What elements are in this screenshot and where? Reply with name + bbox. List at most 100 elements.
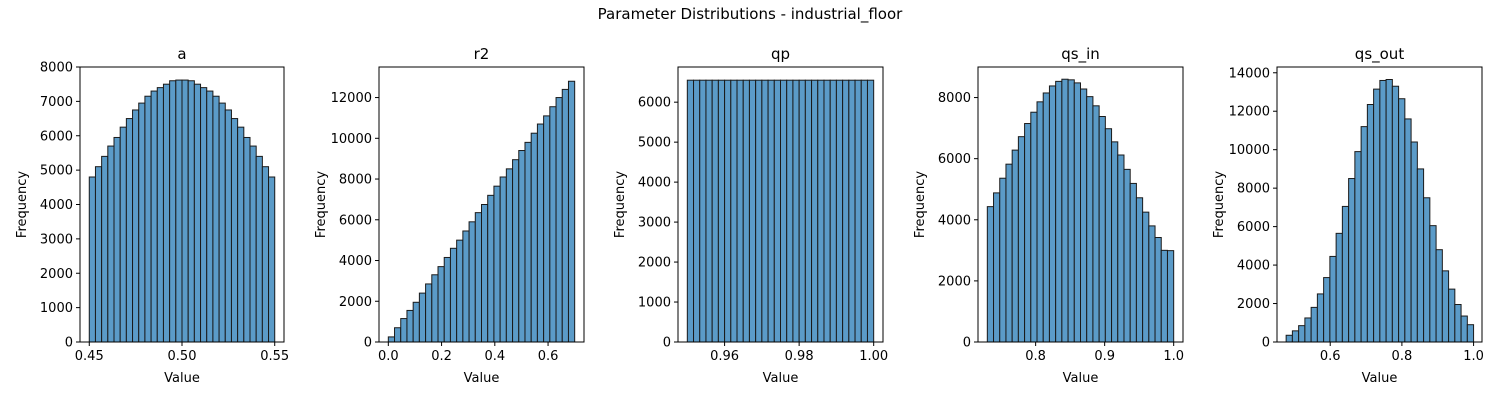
histogram-bar [1048,85,1057,343]
histogram-bar [162,83,171,343]
histogram-bar [811,79,819,343]
subplot-qp: 0.96 0.98 1.00 0 1000 2000 3000 4000 5000 6000 qp V… [613,45,888,386]
histogram-bar [237,126,245,343]
histogram-bar [505,168,514,343]
histogram-bar [437,266,445,343]
histogram-bar [1373,88,1381,343]
histogram-bar [1460,315,1468,343]
histogram-bar [1111,141,1119,343]
histogram-bar [449,247,458,343]
histogram-bar [804,79,813,343]
y-tick-label: 5000 [638,136,671,151]
histogram-bar [1354,151,1362,343]
histogram-bar [1080,88,1088,343]
x-axis-label: Value [464,371,500,386]
histogram-bar [1448,288,1456,343]
histogram-bar [1366,104,1375,343]
y-tick-label: 0 [65,336,73,351]
histogram-bar [711,79,719,343]
y-tick-label: 4000 [938,213,971,228]
y-tick-label: 8000 [40,61,73,76]
x-tick-label: 0.6 [1320,349,1341,364]
histogram-bar [866,79,875,343]
histogram-bar [1036,101,1044,343]
axes-frame [378,66,585,343]
y-tick-label: 12000 [1229,105,1270,120]
histogram-bar [1410,141,1418,343]
histogram-bar [243,136,251,343]
axes-frame [677,66,884,343]
histogram-bar [1067,79,1075,343]
axes-frame [977,66,1184,343]
histogram-bar [1329,255,1337,343]
histogram-bar [224,109,232,343]
histogram-bar [212,95,220,343]
histogram-bar [717,79,726,343]
histogram-bar [1441,270,1450,343]
histogram-bar [1423,197,1431,343]
histogram-bar [1061,78,1069,343]
histogram-bar [1073,82,1081,343]
histogram-bar [705,79,713,343]
histogram-bar [150,90,158,343]
y-tick-label: 4000 [1237,259,1270,274]
histogram-bar [1285,334,1293,343]
histogram-bar [1416,168,1425,343]
histogram-bar [418,292,427,343]
histogram-bar [724,79,732,343]
histogram-bar [1024,123,1032,343]
histogram-bar [200,87,208,343]
y-tick-label: 6000 [1237,220,1270,235]
histogram-bar [755,79,763,343]
y-tick-label: 10000 [1229,143,1270,158]
histogram-bar [993,192,1001,343]
x-tick-label: 1.00 [859,349,888,364]
histogram-bar [1117,154,1125,343]
histogram-bar [125,118,134,343]
y-tick-label: 6000 [938,152,971,167]
x-tick-label: 0.45 [75,349,104,364]
histogram-bar [512,159,520,343]
y-axis-label: Frequency [913,171,928,238]
histogram-bar [536,123,545,343]
histogram-bar [1005,163,1013,343]
histogram-bar [230,118,239,343]
subplot-title: qs_out [1355,45,1405,64]
histogram-bar [1466,324,1475,343]
histogram-bar [561,88,569,343]
histogram-bar [462,230,470,343]
histogram-bar [1154,237,1162,343]
histogram-bar [1341,205,1350,343]
histogram-bar [400,318,408,343]
histogram-bar [1030,111,1038,343]
x-tick-label: 0.2 [431,349,452,364]
y-tick-label: 14000 [1229,66,1270,81]
histogram-bar [255,155,263,343]
y-tick-label: 6000 [339,213,372,228]
histogram-bar [487,194,495,343]
x-tick-label: 0.96 [710,349,739,364]
histogram-bar [193,83,202,343]
histogram-bar [748,79,757,343]
subplot-title: r2 [474,45,490,63]
subplot-title: qp [771,45,790,63]
histogram-bar [119,126,127,343]
histogram-bar [686,79,695,343]
y-tick-label: 1000 [40,301,73,316]
histogram-bar [1335,232,1343,343]
histogram-bar [1098,116,1106,343]
histogram-bar [1454,304,1462,343]
histogram-bar [181,79,189,343]
x-axis-label: Value [164,371,200,386]
histogram-bar [860,79,868,343]
y-axis-label: Frequency [314,171,329,238]
histogram-bar [835,79,844,343]
histogram-bar [406,309,414,343]
histogram-bar [493,185,501,343]
histogram-bar [431,274,439,343]
y-tick-label: 2000 [638,256,671,271]
histogram-bar [823,79,831,343]
histogram-bar [1291,330,1300,343]
subplot-qs_in: 0.8 0.9 1.0 0 2000 4000 6000 8000 qs_in Value Freq… [913,45,1184,386]
